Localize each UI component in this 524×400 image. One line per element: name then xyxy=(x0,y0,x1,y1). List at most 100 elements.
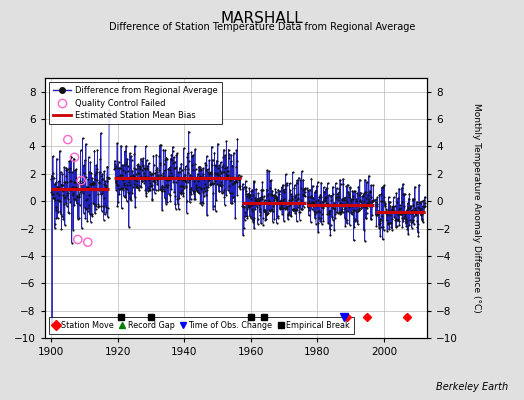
Point xyxy=(396,211,405,217)
Point xyxy=(312,198,321,204)
Point xyxy=(408,219,417,225)
Point xyxy=(61,194,70,200)
Point xyxy=(119,167,127,174)
Point xyxy=(210,180,218,186)
Point xyxy=(187,196,195,202)
Point xyxy=(287,213,296,220)
Point xyxy=(154,174,162,181)
Point xyxy=(407,208,415,214)
Point xyxy=(366,194,375,200)
Point xyxy=(56,207,64,214)
Point xyxy=(277,205,285,211)
Point xyxy=(236,183,244,189)
Point xyxy=(211,178,219,184)
Point xyxy=(223,173,231,179)
Point xyxy=(104,214,112,220)
Point xyxy=(84,208,92,214)
Point xyxy=(67,178,75,185)
Point xyxy=(128,190,136,196)
Point xyxy=(372,198,380,205)
Point xyxy=(90,147,99,154)
Point xyxy=(264,197,272,204)
Point xyxy=(391,216,400,222)
Point xyxy=(374,210,382,217)
Point xyxy=(147,182,156,188)
Point xyxy=(254,197,263,204)
Point xyxy=(171,192,180,199)
Point xyxy=(310,189,319,195)
Point xyxy=(79,190,87,196)
Point xyxy=(119,162,128,168)
Point xyxy=(273,197,281,203)
Point xyxy=(358,202,366,209)
Point xyxy=(342,194,350,200)
Point xyxy=(204,178,212,184)
Point xyxy=(52,179,60,186)
Point xyxy=(169,160,178,166)
Point xyxy=(391,208,399,215)
Point xyxy=(412,201,421,208)
Point xyxy=(96,130,105,136)
Point xyxy=(49,153,57,160)
Point xyxy=(249,218,257,225)
Point xyxy=(63,196,72,202)
Point xyxy=(115,186,124,192)
Point xyxy=(308,206,316,212)
Point xyxy=(125,190,133,196)
Point xyxy=(330,200,338,206)
Point xyxy=(214,172,222,178)
Point xyxy=(195,190,204,196)
Point xyxy=(247,215,255,221)
Point xyxy=(204,169,212,176)
Point xyxy=(266,178,275,184)
Point xyxy=(124,189,133,195)
Point xyxy=(373,202,381,209)
Point xyxy=(239,186,247,192)
Point xyxy=(192,184,201,190)
Point xyxy=(230,197,238,204)
Point xyxy=(75,202,84,208)
Point xyxy=(264,210,272,216)
Point xyxy=(256,197,265,203)
Point xyxy=(151,175,159,181)
Point xyxy=(203,187,212,193)
Point xyxy=(265,168,273,174)
Point xyxy=(275,191,283,197)
Point xyxy=(70,155,78,162)
Point xyxy=(167,170,175,176)
Point xyxy=(205,177,213,184)
Point xyxy=(202,192,210,198)
Point xyxy=(351,188,359,194)
Point xyxy=(356,197,364,204)
Point xyxy=(155,153,163,159)
Point xyxy=(175,176,183,182)
Point xyxy=(346,185,354,192)
Point xyxy=(188,175,196,181)
Point xyxy=(47,188,56,195)
Point xyxy=(415,209,423,215)
Point xyxy=(143,165,151,172)
Point xyxy=(193,174,201,180)
Point xyxy=(235,177,243,183)
Point xyxy=(211,170,219,176)
Point xyxy=(253,198,261,204)
Point xyxy=(72,184,80,190)
Point xyxy=(156,162,165,168)
Point xyxy=(397,210,405,217)
Point xyxy=(230,179,238,185)
Point xyxy=(66,178,74,185)
Point xyxy=(148,171,156,178)
Point xyxy=(82,184,91,190)
Point xyxy=(290,182,299,188)
Point xyxy=(116,174,125,180)
Point xyxy=(344,208,352,214)
Point xyxy=(309,194,318,201)
Point xyxy=(135,187,144,194)
Point xyxy=(334,191,343,198)
Point xyxy=(187,191,195,197)
Point xyxy=(157,142,165,148)
Point xyxy=(283,204,291,211)
Point xyxy=(69,226,77,233)
Point xyxy=(151,179,159,186)
Point xyxy=(399,181,407,187)
